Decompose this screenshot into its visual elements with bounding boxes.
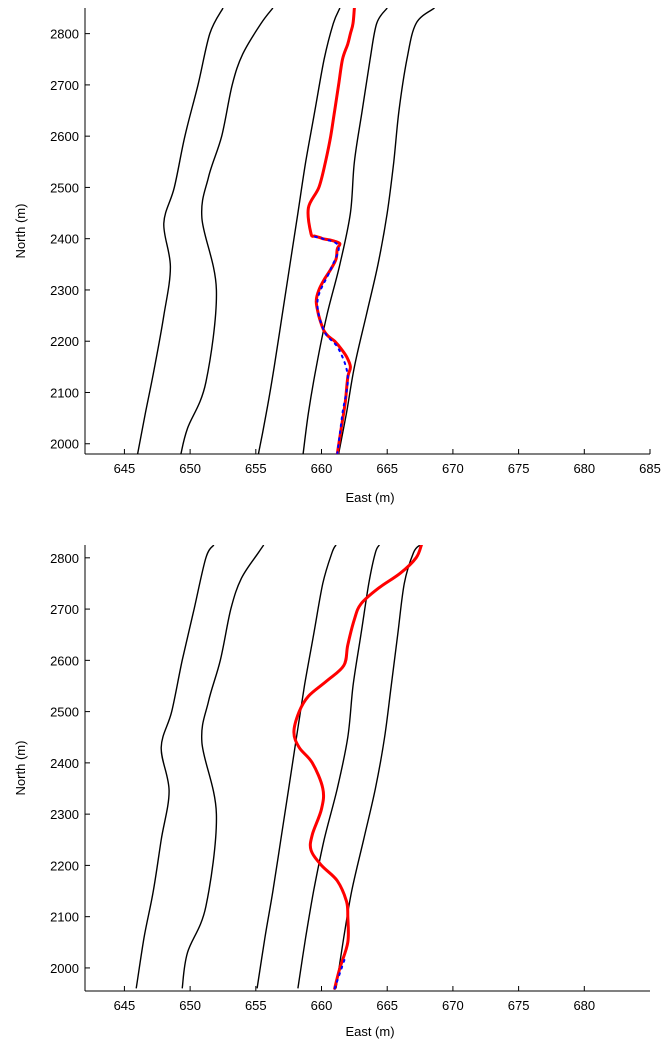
bottom-y-tick-label: 2100 [50, 910, 79, 925]
top-plot-ticks: 645 650 655 660 665 670 675 680 685 2000 2100 2200 2… [50, 27, 661, 476]
top-lane-line-4 [302, 8, 388, 454]
bottom-y-tick-label: 2000 [50, 961, 79, 976]
top-x-tick-label: 680 [573, 461, 595, 476]
top-x-axis-label: East (m) [345, 490, 394, 505]
bottom-lane-line-5 [335, 545, 421, 989]
top-plot: 645 650 655 660 665 670 675 680 685 2000 2100 2200 2… [13, 8, 661, 505]
top-y-tick-label: 2400 [50, 232, 79, 247]
top-plot-axes [84, 8, 650, 455]
bottom-x-tick-label: 680 [573, 998, 595, 1013]
top-lane-line-1 [136, 8, 224, 454]
top-y-tick-label: 2300 [50, 283, 79, 298]
bottom-lane-line-4 [297, 545, 380, 989]
top-x-tick-label: 645 [114, 461, 136, 476]
bottom-x-tick-label: 675 [508, 998, 530, 1013]
bottom-y-tick-label: 2200 [50, 858, 79, 873]
top-y-tick-label: 2500 [50, 180, 79, 195]
bottom-plot-axes [84, 545, 650, 992]
bottom-y-axis-label: North (m) [13, 741, 28, 796]
top-x-tick-label: 655 [245, 461, 267, 476]
top-x-tick-label: 685 [639, 461, 661, 476]
bottom-y-tick-label: 2600 [50, 653, 79, 668]
bottom-plot-lanes [135, 545, 421, 989]
bottom-plot: 645 650 655 660 665 670 675 680 2000 2100 2200 2300… [13, 545, 650, 1039]
top-y-tick-label: 2700 [50, 78, 79, 93]
top-trajectory-line [306, 8, 356, 454]
top-y-tick-label: 2100 [50, 385, 79, 400]
bottom-x-tick-label: 660 [311, 998, 333, 1013]
top-x-tick-label: 660 [311, 461, 333, 476]
bottom-plot-ticks: 645 650 655 660 665 670 675 680 2000 2100 2200 2300… [50, 551, 595, 1013]
bottom-x-tick-label: 655 [245, 998, 267, 1013]
top-x-tick-label: 665 [376, 461, 398, 476]
bottom-marker-trajectory [333, 956, 347, 990]
bottom-y-tick-label: 2800 [50, 551, 79, 566]
top-y-tick-label: 2600 [50, 129, 79, 144]
bottom-lane-line-2 [181, 545, 265, 989]
top-lane-line-5 [337, 8, 435, 454]
bottom-y-tick-label: 2400 [50, 756, 79, 771]
top-y-tick-label: 2200 [50, 334, 79, 349]
top-y-axis-label: North (m) [13, 204, 28, 259]
top-x-tick-label: 670 [442, 461, 464, 476]
top-lane-line-2 [180, 8, 274, 454]
bottom-y-tick-label: 2500 [50, 705, 79, 720]
bottom-x-tick-label: 645 [114, 998, 136, 1013]
top-marker-trajectory [310, 235, 349, 454]
bottom-trajectory-line [292, 545, 423, 990]
bottom-lane-line-1 [135, 545, 215, 989]
bottom-x-tick-label: 665 [376, 998, 398, 1013]
bottom-lane-line-3 [256, 545, 337, 989]
top-y-tick-label: 2000 [50, 437, 79, 452]
bottom-x-tick-label: 670 [442, 998, 464, 1013]
bottom-y-tick-label: 2700 [50, 602, 79, 617]
bottom-x-axis-label: East (m) [345, 1024, 394, 1039]
top-plot-lanes [136, 8, 435, 454]
top-x-tick-label: 675 [508, 461, 530, 476]
top-x-tick-label: 650 [179, 461, 201, 476]
top-y-tick-label: 2800 [50, 27, 79, 42]
bottom-y-tick-label: 2300 [50, 807, 79, 822]
top-lane-line-3 [257, 8, 341, 454]
bottom-x-tick-label: 650 [179, 998, 201, 1013]
